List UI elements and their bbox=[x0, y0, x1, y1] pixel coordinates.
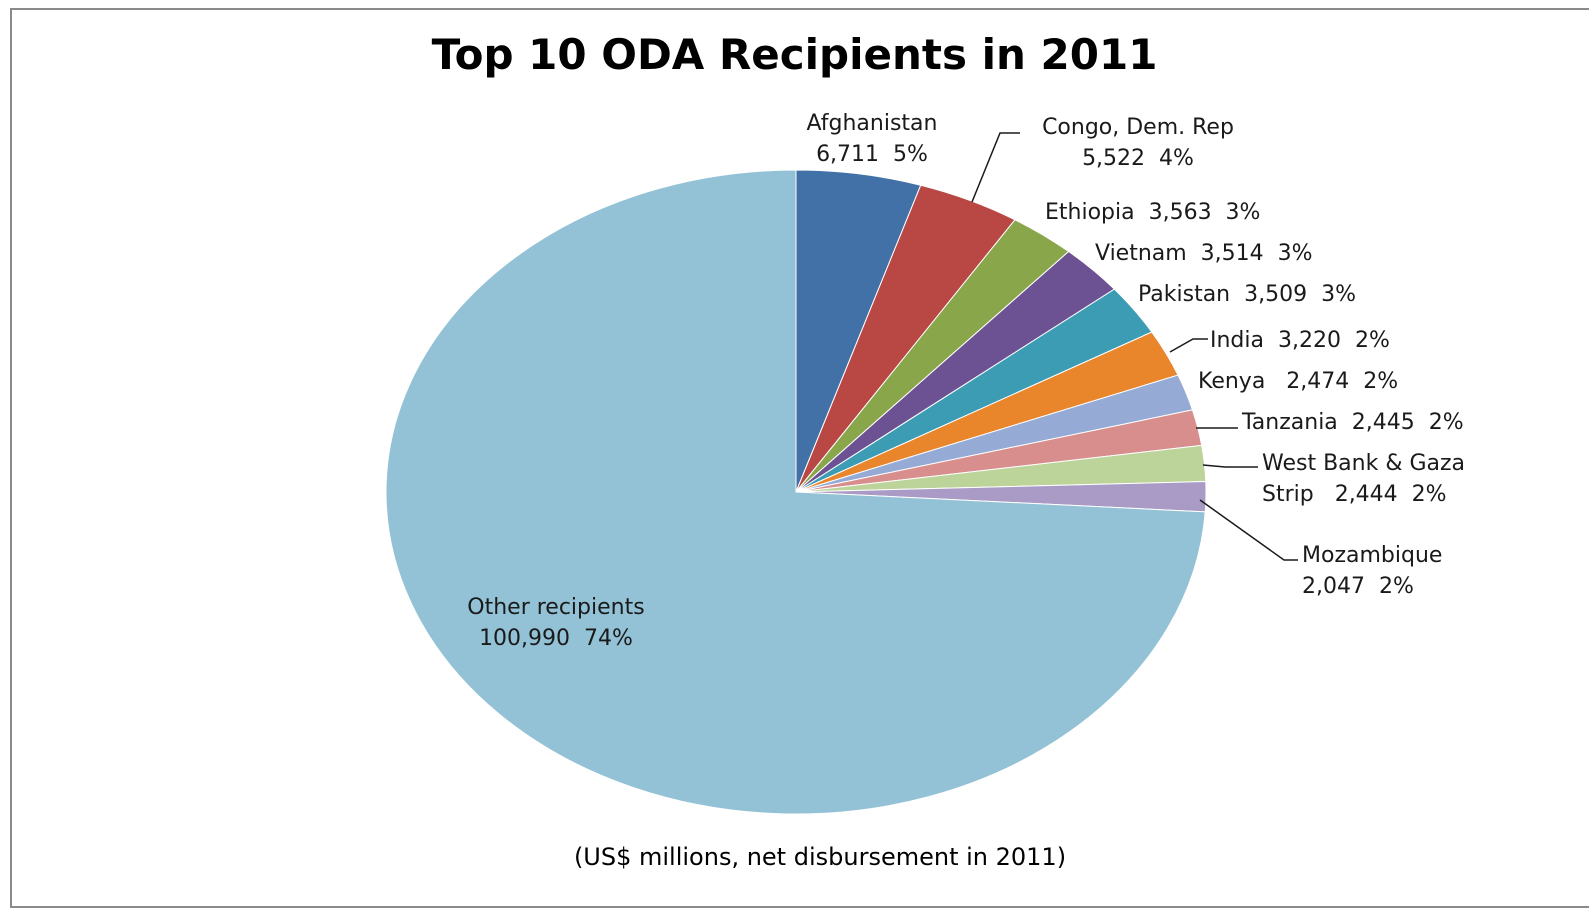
slice-label-afghanistan: Afghanistan 6,711 5% bbox=[807, 111, 938, 167]
chart-title: Top 10 ODA Recipients in 2011 bbox=[431, 30, 1158, 79]
slice-label-india: India 3,220 2% bbox=[1210, 328, 1390, 353]
slice-label-vietnam: Vietnam 3,514 3% bbox=[1095, 241, 1313, 266]
leader-line-congo-dem-rep bbox=[971, 132, 1020, 203]
slice-label-tanzania: Tanzania 2,445 2% bbox=[1241, 410, 1464, 435]
slice-label-mozambique: Mozambique 2,047 2% bbox=[1302, 543, 1442, 599]
pie-slice-other-recipients bbox=[385, 169, 1206, 815]
leader-line-west-bank-gaza-strip bbox=[1202, 464, 1258, 468]
slice-label-ethiopia: Ethiopia 3,563 3% bbox=[1045, 200, 1260, 225]
slice-label-other-recipients: Other recipients 100,990 74% bbox=[467, 595, 644, 651]
leader-line-mozambique bbox=[1199, 499, 1298, 561]
slice-label-pakistan: Pakistan 3,509 3% bbox=[1138, 282, 1356, 307]
slice-label-congo-dem-rep: Congo, Dem. Rep 5,522 4% bbox=[1042, 115, 1234, 171]
slice-label-west-bank-gaza-strip: West Bank & Gaza Strip 2,444 2% bbox=[1262, 451, 1465, 507]
leader-line-india bbox=[1169, 338, 1208, 353]
chart-note: (US$ millions, net disbursement in 2011) bbox=[573, 843, 1067, 871]
slice-label-kenya: Kenya 2,474 2% bbox=[1198, 369, 1398, 394]
